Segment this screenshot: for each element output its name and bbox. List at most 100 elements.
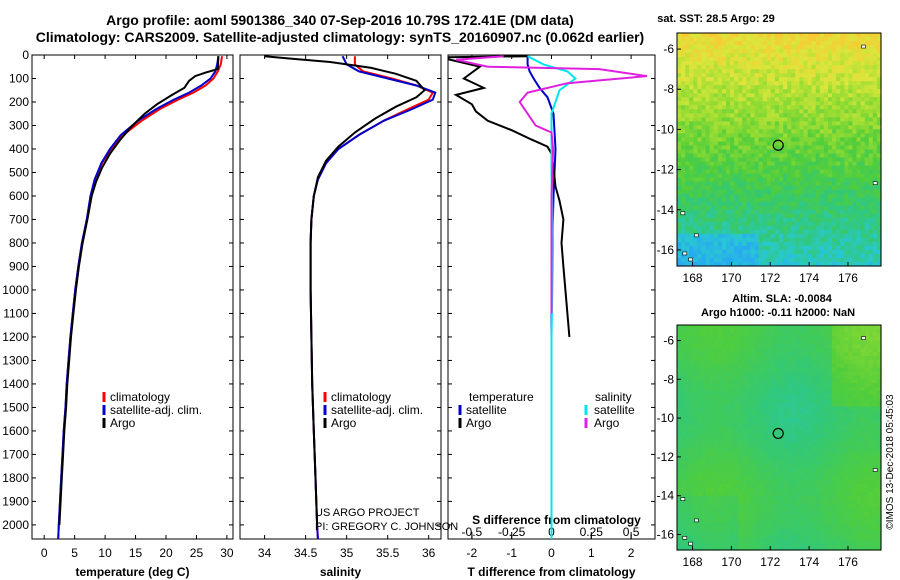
map-cell — [779, 53, 784, 58]
map-cell — [864, 390, 870, 396]
map-cell — [848, 217, 854, 223]
map-cell — [836, 390, 841, 396]
map-cell — [709, 41, 715, 46]
map-cell — [766, 414, 772, 419]
map-cell — [693, 406, 698, 411]
map-cell — [872, 402, 878, 408]
map-cell — [803, 229, 809, 235]
map-cell — [852, 233, 858, 239]
map-cell — [803, 258, 809, 263]
map-cell — [860, 49, 866, 54]
map-cell — [762, 109, 768, 114]
map-cell — [795, 363, 800, 369]
map-cell — [770, 379, 776, 384]
map-cell — [738, 249, 743, 255]
map-cell — [864, 69, 870, 74]
map-cell — [766, 53, 772, 58]
map-cell — [766, 363, 772, 369]
map-cell — [717, 145, 723, 151]
map-cell — [779, 340, 784, 345]
map-cell — [713, 53, 719, 58]
map-cell — [787, 165, 792, 171]
map-cell — [693, 161, 698, 167]
map-cell — [848, 101, 854, 106]
map-cell — [807, 437, 813, 442]
map-cell — [746, 89, 752, 94]
map-cell — [828, 460, 833, 466]
map-cell — [811, 445, 817, 450]
map-cell — [709, 117, 715, 122]
map-cell — [807, 33, 813, 38]
map-cell — [795, 437, 800, 442]
map-cell — [779, 425, 784, 431]
map-cell — [774, 169, 780, 175]
map-cell — [721, 89, 727, 94]
map-cell — [779, 69, 784, 74]
map-cell — [701, 93, 707, 98]
map-cell — [689, 113, 694, 118]
map-cell — [721, 209, 727, 215]
map-cell — [693, 394, 698, 400]
map-cell — [803, 352, 809, 357]
map-cell — [787, 201, 792, 207]
map-cell — [799, 262, 805, 267]
map-cell — [779, 433, 784, 439]
map-cell — [709, 429, 715, 435]
map-cell — [730, 69, 735, 74]
map-cell — [697, 418, 703, 423]
map-cell — [852, 101, 858, 106]
map-cell — [766, 173, 772, 179]
map-cell — [779, 45, 784, 50]
map-cell — [779, 41, 784, 46]
map-cell — [860, 197, 866, 203]
map-cell — [770, 173, 776, 179]
map-cell — [848, 189, 854, 195]
map-cell — [819, 348, 825, 353]
map-cell — [693, 153, 698, 159]
map-cell — [832, 332, 837, 338]
map-cell — [726, 209, 731, 215]
map-cell — [726, 145, 731, 151]
map-cell — [791, 429, 796, 435]
map-cell — [848, 456, 854, 462]
map-cell — [721, 233, 727, 239]
map-cell — [823, 141, 829, 147]
map-cell — [868, 93, 874, 98]
map-cell — [799, 449, 805, 454]
map-cell — [787, 394, 792, 400]
map-cell — [819, 141, 825, 147]
map-cell — [726, 113, 731, 118]
map-cell — [738, 205, 743, 211]
map-cell — [717, 245, 723, 251]
map-cell — [803, 93, 809, 98]
map-cell — [868, 332, 874, 338]
map-cell — [779, 394, 784, 400]
map-cell — [750, 109, 756, 114]
map-cell — [876, 33, 882, 38]
map-cell — [697, 149, 703, 155]
map-cell — [807, 233, 813, 239]
map-cell — [709, 433, 715, 439]
map-cell — [840, 53, 845, 58]
map-cell — [864, 113, 870, 118]
map-cell — [742, 410, 747, 415]
map-cell — [685, 45, 690, 50]
map-cell — [852, 61, 858, 66]
map-cell — [734, 371, 739, 377]
map-cell — [836, 328, 841, 334]
map-cell — [693, 49, 698, 54]
map-cell — [717, 77, 723, 82]
map-cell — [815, 262, 821, 267]
map-cell — [787, 129, 792, 134]
map-cell — [766, 85, 772, 90]
map-cell — [713, 105, 719, 110]
map-cell — [819, 201, 825, 207]
map-cell — [721, 145, 727, 151]
map-cell — [848, 69, 854, 74]
map-cell — [828, 61, 833, 66]
map-cell — [795, 410, 800, 415]
map-cell — [783, 77, 788, 82]
map-cell — [840, 193, 845, 199]
map-cell — [742, 45, 747, 50]
credit-project: US ARGO PROJECT — [315, 507, 420, 519]
